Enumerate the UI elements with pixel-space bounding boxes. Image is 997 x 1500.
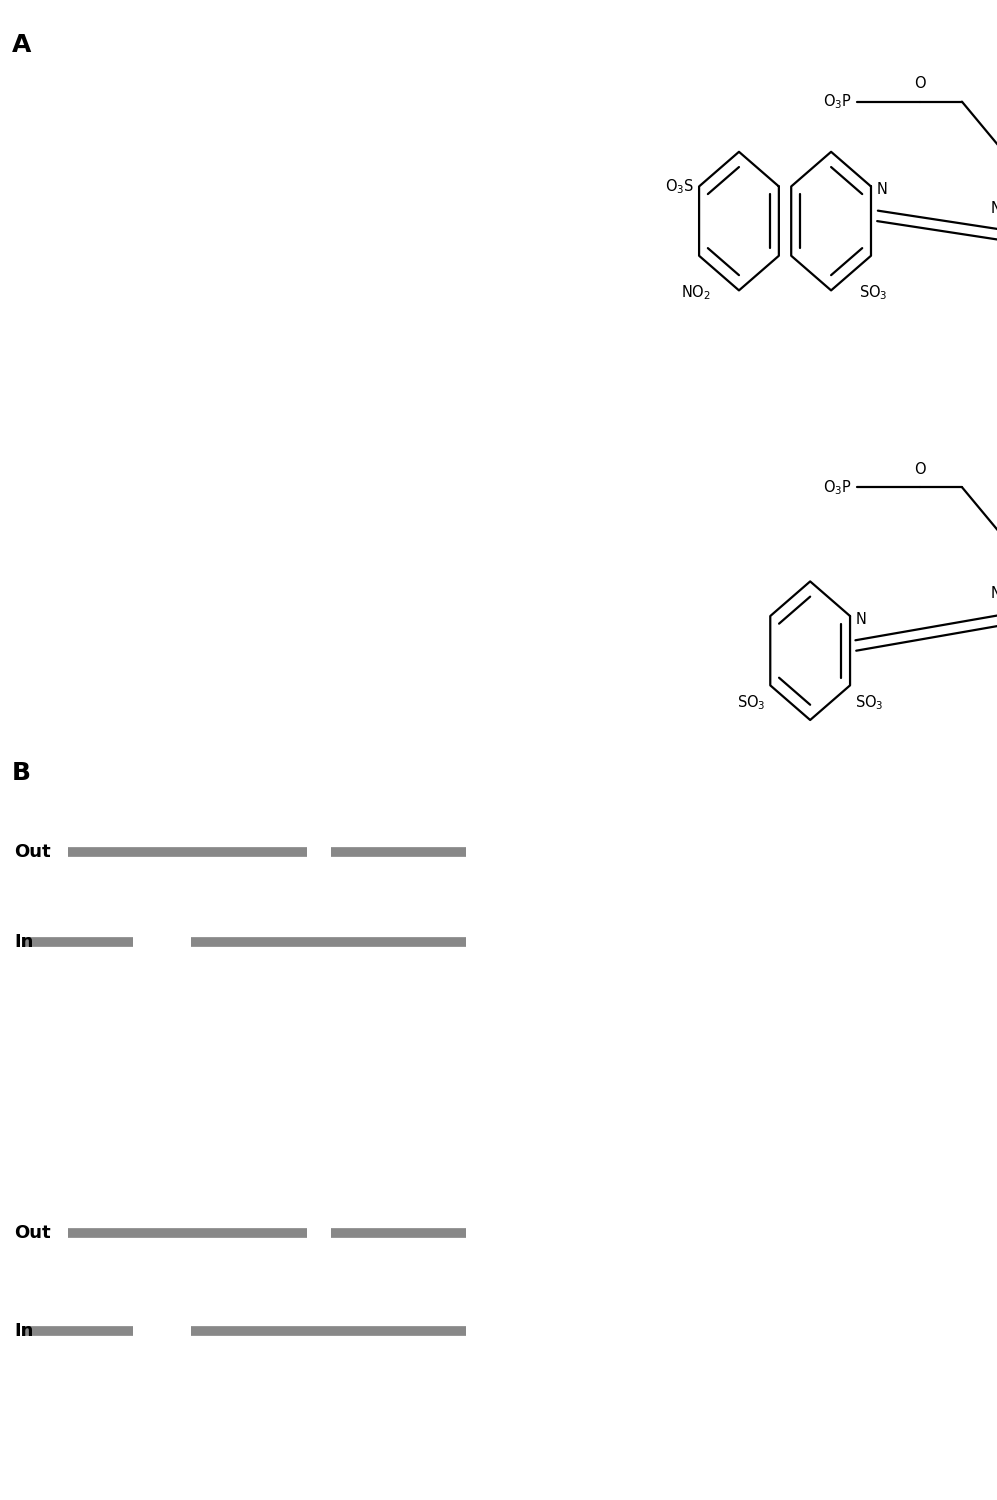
Text: Out: Out	[14, 843, 51, 861]
Text: O$_3$P: O$_3$P	[824, 478, 852, 496]
Text: N: N	[990, 201, 997, 216]
Text: SO$_3$: SO$_3$	[859, 284, 887, 303]
Text: O: O	[914, 462, 926, 477]
Text: SO$_3$: SO$_3$	[855, 693, 883, 711]
Text: N: N	[855, 612, 866, 627]
Text: N: N	[876, 182, 887, 196]
Text: In: In	[14, 933, 33, 951]
Text: A: A	[12, 33, 31, 57]
Text: NO$_2$: NO$_2$	[681, 284, 711, 303]
Text: O$_3$P: O$_3$P	[824, 93, 852, 111]
Text: SO$_3$: SO$_3$	[737, 693, 766, 711]
Text: N: N	[990, 586, 997, 602]
Text: In: In	[14, 1322, 33, 1340]
Text: O$_3$S: O$_3$S	[665, 177, 694, 197]
Text: O: O	[914, 76, 926, 92]
Text: Out: Out	[14, 1224, 51, 1242]
Text: B: B	[12, 760, 31, 784]
